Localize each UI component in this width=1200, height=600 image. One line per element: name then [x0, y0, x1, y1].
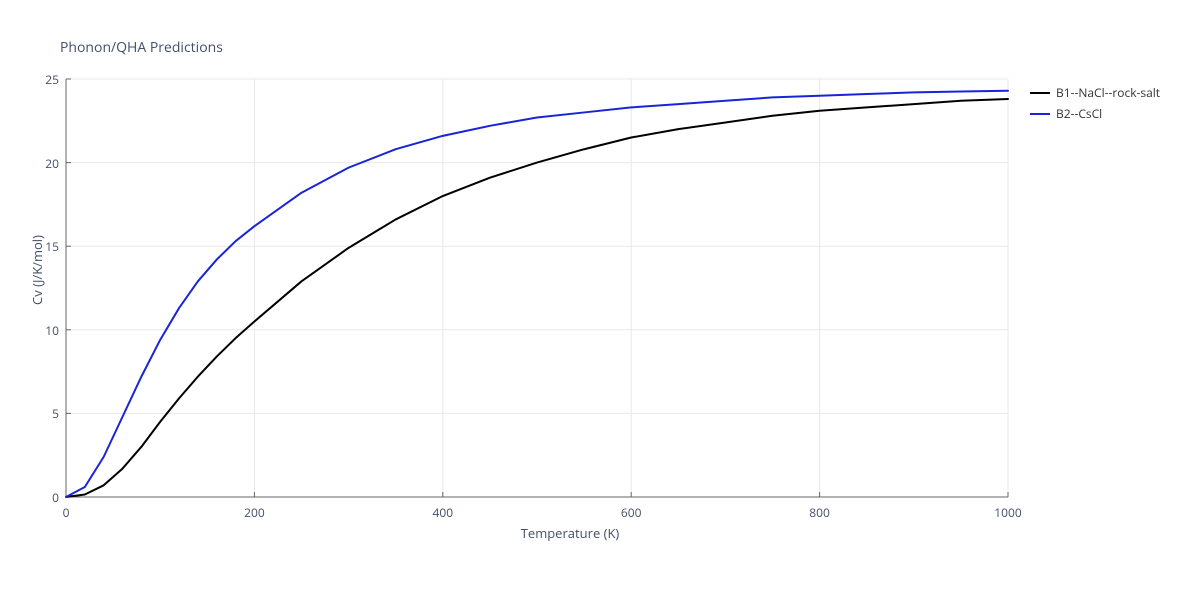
chart-container: Phonon/QHA Predictions Cv (J/K/mol) Temp…: [0, 0, 1200, 600]
x-tick-label: 600: [616, 504, 646, 521]
y-tick-label: 0: [35, 489, 59, 506]
legend-label: B2--CsCl: [1056, 105, 1102, 122]
legend-item[interactable]: B1--NaCl--rock-salt: [1030, 84, 1160, 101]
y-tick-label: 20: [35, 155, 59, 172]
chart-title: Phonon/QHA Predictions: [60, 38, 223, 57]
legend: B1--NaCl--rock-salt B2--CsCl: [1030, 84, 1160, 126]
legend-item[interactable]: B2--CsCl: [1030, 105, 1160, 122]
x-tick-label: 0: [51, 504, 81, 521]
x-tick-label: 400: [428, 504, 458, 521]
legend-swatch: [1030, 113, 1050, 115]
y-tick-label: 10: [35, 322, 59, 339]
y-tick-label: 5: [35, 405, 59, 422]
legend-label: B1--NaCl--rock-salt: [1056, 84, 1160, 101]
x-tick-label: 200: [239, 504, 269, 521]
y-axis-label: Cv (J/K/mol): [28, 210, 46, 330]
x-axis-label: Temperature (K): [470, 524, 670, 542]
x-tick-label: 1000: [993, 504, 1023, 521]
legend-swatch: [1030, 92, 1050, 94]
y-tick-label: 25: [35, 71, 59, 88]
x-tick-label: 800: [805, 504, 835, 521]
plot-area: [65, 78, 1009, 498]
y-tick-label: 15: [35, 238, 59, 255]
